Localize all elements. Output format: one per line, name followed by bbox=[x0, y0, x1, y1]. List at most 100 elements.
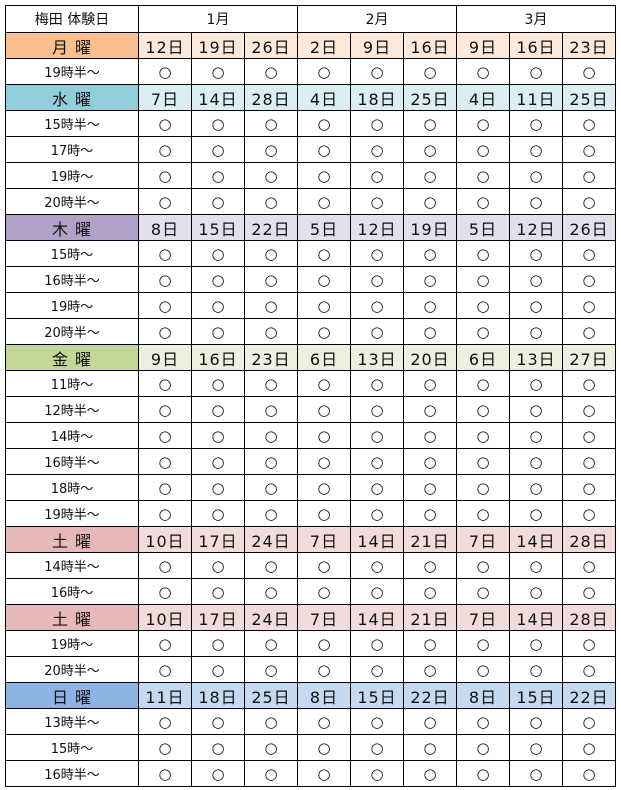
schedule-table: 梅田 体験日 1月 2月 3月 月 曜 12日 19日 26日 2日 9日 16日 9日 16日… bbox=[5, 5, 616, 787]
date-cell: 15日 bbox=[191, 214, 245, 241]
date-cell: 11日 bbox=[138, 682, 192, 709]
availability-mark: ○ bbox=[191, 136, 245, 163]
time-slot-label: 19時半～ bbox=[5, 58, 139, 85]
availability-mark: ○ bbox=[244, 110, 298, 137]
availability-mark: ○ bbox=[191, 552, 245, 579]
availability-mark: ○ bbox=[138, 162, 192, 189]
availability-mark: ○ bbox=[456, 578, 510, 605]
availability-mark: ○ bbox=[403, 240, 457, 267]
time-slot-label: 14時半～ bbox=[5, 552, 139, 579]
date-cell: 20日 bbox=[403, 344, 457, 371]
time-slot-label: 15時～ bbox=[5, 240, 139, 267]
time-slot-row: 11時～ ○ ○ ○ ○ ○ ○ ○ ○ ○ bbox=[5, 370, 616, 397]
availability-mark: ○ bbox=[191, 110, 245, 137]
availability-mark: ○ bbox=[350, 552, 404, 579]
date-cell: 25日 bbox=[562, 84, 616, 111]
availability-mark: ○ bbox=[403, 578, 457, 605]
availability-mark: ○ bbox=[562, 578, 616, 605]
availability-mark: ○ bbox=[403, 500, 457, 527]
availability-mark: ○ bbox=[350, 292, 404, 319]
availability-mark: ○ bbox=[509, 370, 563, 397]
availability-mark: ○ bbox=[191, 240, 245, 267]
availability-mark: ○ bbox=[244, 240, 298, 267]
availability-mark: ○ bbox=[138, 188, 192, 215]
availability-mark: ○ bbox=[403, 760, 457, 787]
date-cell: 25日 bbox=[403, 84, 457, 111]
availability-mark: ○ bbox=[138, 240, 192, 267]
availability-mark: ○ bbox=[191, 734, 245, 761]
availability-mark: ○ bbox=[244, 578, 298, 605]
availability-mark: ○ bbox=[350, 396, 404, 423]
availability-mark: ○ bbox=[244, 734, 298, 761]
date-cell: 14日 bbox=[509, 526, 563, 553]
availability-mark: ○ bbox=[562, 760, 616, 787]
availability-mark: ○ bbox=[191, 370, 245, 397]
availability-mark: ○ bbox=[350, 500, 404, 527]
time-slot-label: 15時～ bbox=[5, 734, 139, 761]
time-slot-label: 16時半～ bbox=[5, 266, 139, 293]
availability-mark: ○ bbox=[138, 266, 192, 293]
availability-mark: ○ bbox=[138, 760, 192, 787]
date-cell: 14日 bbox=[350, 604, 404, 631]
date-cell: 23日 bbox=[562, 32, 616, 59]
weekday-label: 金 曜 bbox=[5, 344, 139, 371]
availability-mark: ○ bbox=[350, 448, 404, 475]
availability-mark: ○ bbox=[138, 58, 192, 85]
availability-mark: ○ bbox=[562, 318, 616, 345]
table-title: 梅田 体験日 bbox=[5, 5, 139, 33]
availability-mark: ○ bbox=[350, 422, 404, 449]
availability-mark: ○ bbox=[297, 448, 351, 475]
time-slot-label: 16時～ bbox=[5, 578, 139, 605]
availability-mark: ○ bbox=[297, 240, 351, 267]
availability-mark: ○ bbox=[297, 552, 351, 579]
availability-mark: ○ bbox=[244, 422, 298, 449]
availability-mark: ○ bbox=[297, 188, 351, 215]
availability-mark: ○ bbox=[297, 708, 351, 735]
availability-mark: ○ bbox=[297, 318, 351, 345]
time-slot-label: 15時半～ bbox=[5, 110, 139, 137]
availability-mark: ○ bbox=[244, 266, 298, 293]
time-slot-label: 20時半～ bbox=[5, 318, 139, 345]
date-cell: 10日 bbox=[138, 604, 192, 631]
time-slot-label: 20時半～ bbox=[5, 188, 139, 215]
availability-mark: ○ bbox=[297, 656, 351, 683]
availability-mark: ○ bbox=[509, 474, 563, 501]
availability-mark: ○ bbox=[403, 188, 457, 215]
availability-mark: ○ bbox=[456, 58, 510, 85]
date-cell: 23日 bbox=[244, 344, 298, 371]
availability-mark: ○ bbox=[456, 162, 510, 189]
availability-mark: ○ bbox=[456, 734, 510, 761]
availability-mark: ○ bbox=[350, 318, 404, 345]
time-slot-label: 17時～ bbox=[5, 136, 139, 163]
time-slot-label: 18時～ bbox=[5, 474, 139, 501]
availability-mark: ○ bbox=[350, 474, 404, 501]
date-cell: 22日 bbox=[562, 682, 616, 709]
date-cell: 25日 bbox=[244, 682, 298, 709]
availability-mark: ○ bbox=[244, 292, 298, 319]
availability-mark: ○ bbox=[562, 370, 616, 397]
availability-mark: ○ bbox=[350, 578, 404, 605]
availability-mark: ○ bbox=[456, 630, 510, 657]
date-cell: 28日 bbox=[562, 604, 616, 631]
availability-mark: ○ bbox=[138, 500, 192, 527]
date-cell: 17日 bbox=[191, 526, 245, 553]
availability-mark: ○ bbox=[562, 474, 616, 501]
date-cell: 12日 bbox=[509, 214, 563, 241]
availability-mark: ○ bbox=[350, 266, 404, 293]
availability-mark: ○ bbox=[562, 422, 616, 449]
availability-mark: ○ bbox=[456, 266, 510, 293]
weekday-label: 土 曜 bbox=[5, 604, 139, 631]
availability-mark: ○ bbox=[509, 396, 563, 423]
availability-mark: ○ bbox=[403, 630, 457, 657]
time-slot-row: 14時半～ ○ ○ ○ ○ ○ ○ ○ ○ ○ bbox=[5, 552, 616, 579]
availability-mark: ○ bbox=[562, 162, 616, 189]
date-cell: 16日 bbox=[509, 32, 563, 59]
availability-mark: ○ bbox=[350, 110, 404, 137]
date-cell: 19日 bbox=[403, 214, 457, 241]
availability-mark: ○ bbox=[297, 474, 351, 501]
date-cell: 9日 bbox=[138, 344, 192, 371]
availability-mark: ○ bbox=[509, 188, 563, 215]
availability-mark: ○ bbox=[456, 656, 510, 683]
availability-mark: ○ bbox=[403, 448, 457, 475]
availability-mark: ○ bbox=[509, 448, 563, 475]
